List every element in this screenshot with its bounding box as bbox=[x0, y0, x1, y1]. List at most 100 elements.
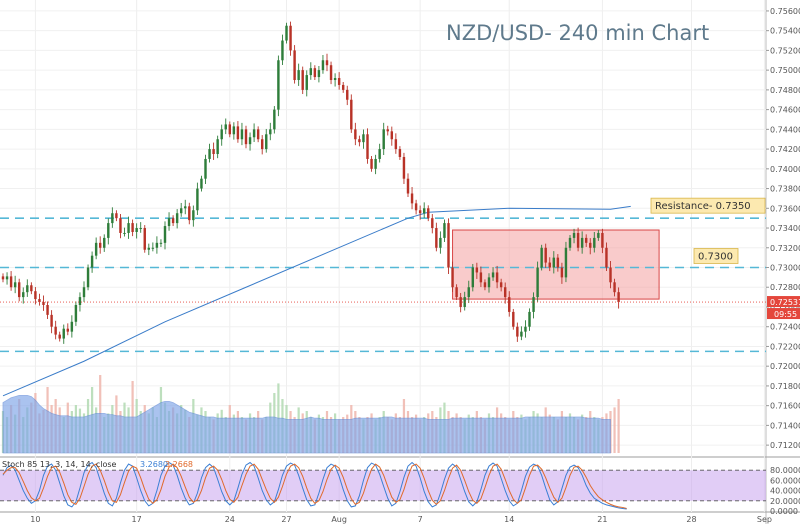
candle-body bbox=[119, 218, 122, 233]
y-tick-label: 0.73400 bbox=[770, 224, 800, 233]
candle-body bbox=[159, 242, 163, 244]
candle-body bbox=[175, 213, 179, 224]
stoch-value-d: 3.2668 bbox=[165, 460, 193, 469]
y-tick-label: 0.73000 bbox=[770, 264, 800, 273]
chart-title: NZD/USD- 240 min Chart bbox=[446, 21, 709, 45]
candle-body bbox=[374, 158, 377, 169]
candle-body bbox=[228, 124, 232, 135]
candle-body bbox=[151, 247, 155, 249]
y-tick-label: 0.73600 bbox=[770, 204, 800, 213]
candle-body bbox=[273, 109, 276, 130]
candle-body bbox=[548, 262, 551, 268]
y-tick-label: 0.72200 bbox=[770, 342, 800, 351]
last-price-label: 0.72531 bbox=[770, 298, 800, 307]
candle-body bbox=[289, 25, 292, 51]
candle-body bbox=[589, 242, 592, 248]
candle-body bbox=[265, 134, 268, 150]
y-tick-label: 0.73800 bbox=[770, 185, 800, 194]
candle-body bbox=[111, 213, 114, 224]
y-tick-label: 0.72800 bbox=[770, 283, 800, 292]
candle-body bbox=[58, 334, 61, 339]
x-tick-label: 21 bbox=[597, 515, 607, 524]
candle-body bbox=[499, 282, 503, 288]
candle-body bbox=[483, 282, 487, 288]
y-tick-label: 0.71600 bbox=[770, 402, 800, 411]
candle-body bbox=[143, 228, 146, 250]
candle-body bbox=[179, 208, 183, 214]
candle-body bbox=[240, 129, 244, 140]
price-layer: Resistance- 0.7350 0.7300 bbox=[0, 21, 766, 397]
axis-layer: 10 17 24 27 Aug 7 14 21 28 Sep 0.71200 0.71400 0.716… bbox=[30, 7, 800, 524]
sma-line bbox=[2, 205, 631, 397]
y-tick-label: 0.75200 bbox=[770, 46, 800, 55]
candle-body bbox=[418, 210, 422, 214]
y-tick-label: 0.71400 bbox=[770, 421, 800, 430]
candle-body bbox=[212, 149, 215, 155]
candle-body bbox=[576, 232, 580, 248]
candle-body bbox=[394, 139, 398, 150]
candle-body bbox=[378, 149, 381, 159]
candle-body bbox=[370, 158, 373, 169]
candle-body bbox=[115, 213, 118, 219]
candle-body bbox=[208, 149, 211, 159]
volume-layer bbox=[1, 375, 620, 454]
y-tick-label: 0.75600 bbox=[770, 7, 800, 16]
candle-body bbox=[224, 124, 227, 130]
candle-body bbox=[451, 267, 454, 288]
candle-body bbox=[366, 134, 369, 159]
candle-body bbox=[281, 40, 284, 61]
x-tick-label: 14 bbox=[504, 515, 514, 524]
candle-body bbox=[30, 285, 33, 292]
x-tick-label: 17 bbox=[132, 515, 142, 524]
candle-body bbox=[556, 257, 560, 268]
candle-body bbox=[350, 99, 353, 130]
candle-body bbox=[317, 70, 321, 78]
candle-body bbox=[171, 218, 175, 224]
candle-body bbox=[597, 232, 600, 238]
candle-body bbox=[532, 297, 535, 312]
candle-body bbox=[277, 60, 280, 110]
stoch-tick-label: 40.0000 bbox=[770, 487, 800, 496]
y-tick-label: 0.71200 bbox=[770, 441, 800, 450]
candle-body bbox=[244, 129, 248, 145]
candle-body bbox=[107, 223, 110, 238]
candle-body bbox=[354, 129, 357, 140]
candle-body bbox=[147, 247, 151, 250]
candle-body bbox=[82, 287, 86, 298]
stoch-tick-label: 20.0000 bbox=[770, 497, 800, 506]
candle-body bbox=[26, 285, 29, 293]
candle-body bbox=[90, 255, 94, 268]
last-price-tag bbox=[767, 296, 800, 308]
candle-body bbox=[459, 297, 462, 307]
y-tick-label: 0.75400 bbox=[770, 27, 800, 36]
candle-body bbox=[341, 84, 345, 90]
candle-body bbox=[443, 223, 446, 238]
candle-body bbox=[479, 272, 483, 283]
candle-body bbox=[544, 247, 547, 263]
candle-body bbox=[9, 276, 13, 288]
candle-body bbox=[98, 242, 102, 248]
candle-body bbox=[463, 297, 466, 307]
stoch-k-line bbox=[2, 461, 627, 510]
candle-body bbox=[528, 311, 531, 327]
candle-body bbox=[260, 139, 264, 150]
y-tick-label: 0.74000 bbox=[770, 165, 800, 174]
candle-body bbox=[540, 247, 543, 268]
volume-bar bbox=[617, 399, 620, 453]
candle-body bbox=[248, 137, 252, 145]
candle-body bbox=[301, 70, 304, 90]
candle-body bbox=[329, 65, 333, 81]
stoch-tick-label: 0.0000 bbox=[770, 507, 798, 516]
candle-body bbox=[333, 78, 337, 81]
candle-body bbox=[572, 232, 576, 238]
candle-body bbox=[321, 60, 325, 71]
candle-body bbox=[605, 247, 608, 268]
candle-body bbox=[127, 223, 130, 233]
candle-body bbox=[467, 287, 470, 298]
candle-body bbox=[439, 237, 442, 248]
candle-body bbox=[346, 89, 349, 100]
candle-body bbox=[74, 305, 78, 322]
candle-body bbox=[62, 328, 65, 339]
candle-body bbox=[103, 237, 106, 248]
